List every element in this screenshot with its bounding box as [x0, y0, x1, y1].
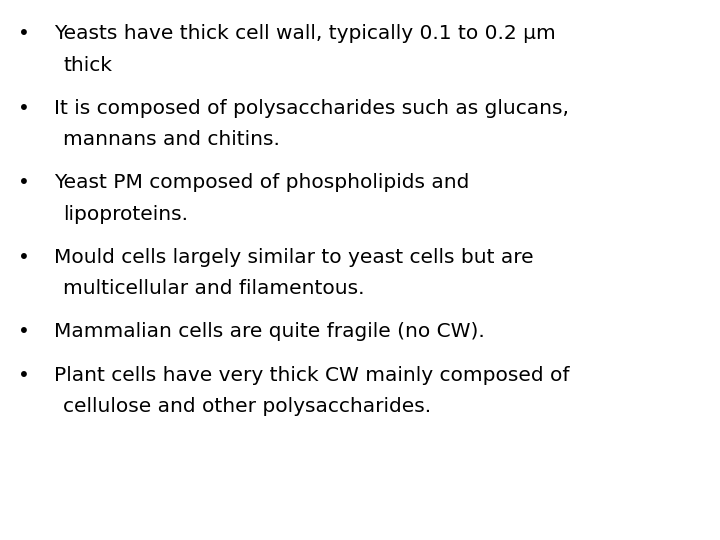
Text: Plant cells have very thick CW mainly composed of: Plant cells have very thick CW mainly co…	[54, 366, 570, 384]
Text: multicellular and filamentous.: multicellular and filamentous.	[63, 279, 365, 298]
Text: Mould cells largely similar to yeast cells but are: Mould cells largely similar to yeast cel…	[54, 248, 534, 267]
Text: •: •	[18, 99, 30, 118]
Text: lipoproteins.: lipoproteins.	[63, 205, 189, 224]
Text: thick: thick	[63, 56, 112, 75]
Text: •: •	[18, 366, 30, 384]
Text: •: •	[18, 24, 30, 43]
Text: •: •	[18, 173, 30, 192]
Text: Mammalian cells are quite fragile (no CW).: Mammalian cells are quite fragile (no CW…	[54, 322, 485, 341]
Text: Yeast PM composed of phospholipids and: Yeast PM composed of phospholipids and	[54, 173, 469, 192]
Text: mannans and chitins.: mannans and chitins.	[63, 130, 280, 149]
Text: cellulose and other polysaccharides.: cellulose and other polysaccharides.	[63, 397, 431, 416]
Text: Yeasts have thick cell wall, typically 0.1 to 0.2 μm: Yeasts have thick cell wall, typically 0…	[54, 24, 556, 43]
Text: It is composed of polysaccharides such as glucans,: It is composed of polysaccharides such a…	[54, 99, 569, 118]
Text: •: •	[18, 322, 30, 341]
Text: •: •	[18, 248, 30, 267]
